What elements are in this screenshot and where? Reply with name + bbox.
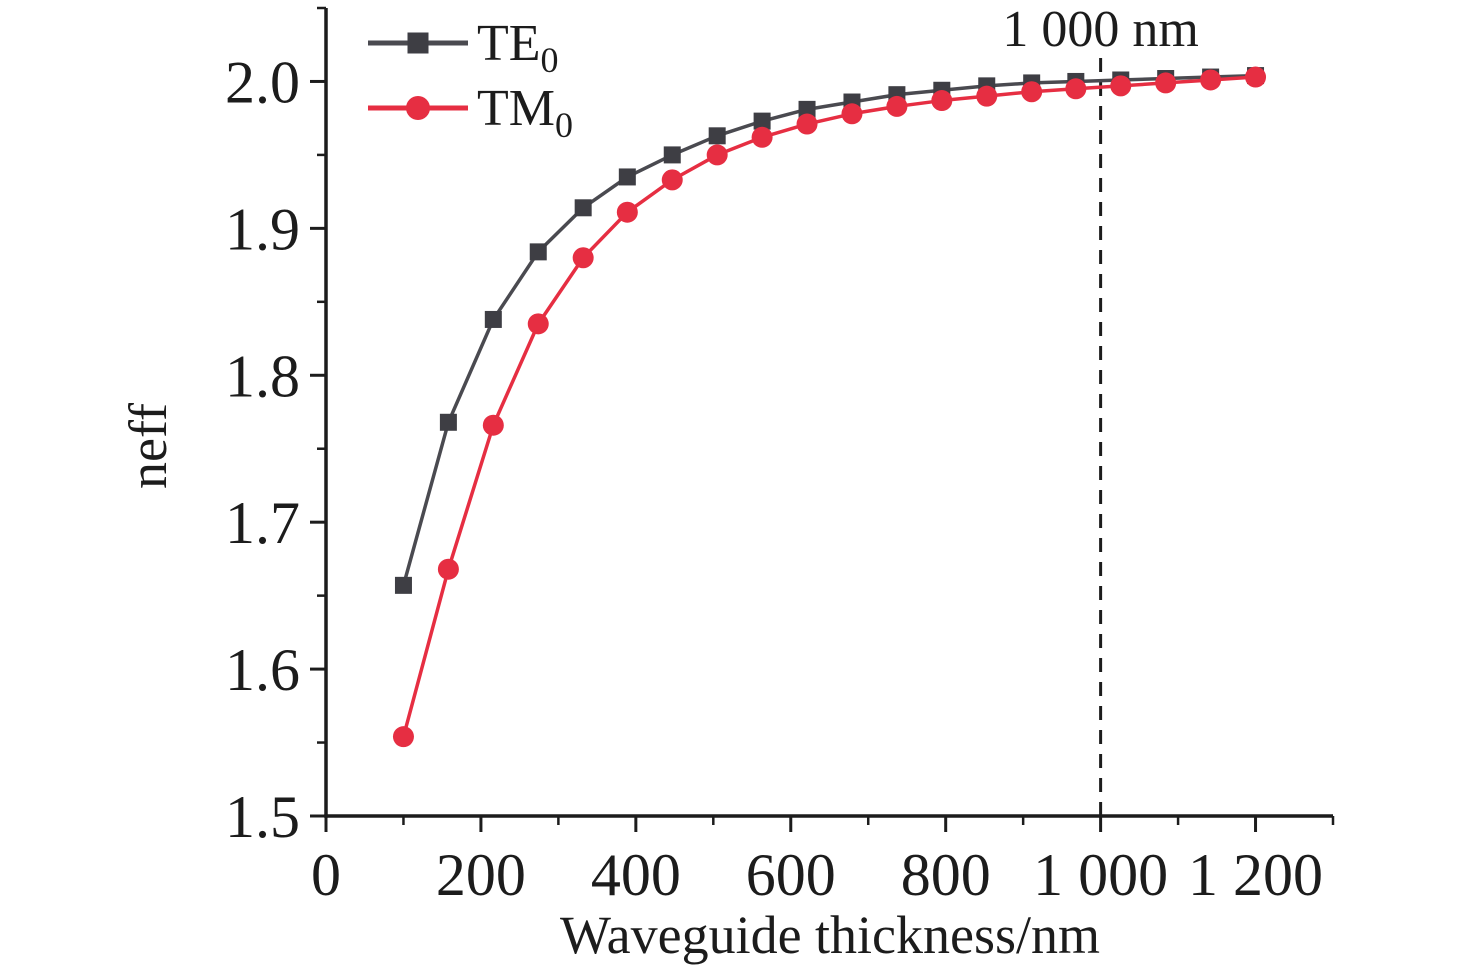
te0-marker (439, 413, 457, 431)
tm0-marker (931, 90, 953, 112)
annotation-label: 1 000 nm (1002, 1, 1198, 58)
te0-marker (753, 112, 771, 130)
y-tick-label: 2.0 (225, 49, 300, 115)
y-tick-labels: 1.5 1.6 1.7 1.8 1.9 2.0 (225, 49, 300, 850)
tm0-marker (1021, 81, 1043, 103)
tm0-marker (706, 144, 728, 166)
y-tick-label: 1.9 (225, 196, 300, 262)
x-tick-labels: 0 200 400 600 800 1 000 1 200 (311, 842, 1323, 908)
tm0-marker (1065, 78, 1087, 100)
tm0-marker (976, 85, 998, 107)
tm0-marker (886, 95, 908, 117)
legend-label: TE0 (477, 15, 559, 80)
tm0-marker (1110, 75, 1132, 97)
te0-marker (529, 243, 547, 261)
legend-square-marker (407, 32, 429, 54)
te0-marker (798, 100, 816, 118)
tm0-marker (751, 126, 773, 148)
x-tick-label: 1 000 (1033, 842, 1168, 908)
x-tick-label: 400 (591, 842, 681, 908)
te0-marker (394, 576, 412, 594)
tm0-marker (392, 726, 414, 748)
x-tick-label: 600 (746, 842, 836, 908)
legend-circle-marker (406, 96, 430, 120)
te0-marker (484, 310, 502, 328)
te0-marker (663, 146, 681, 164)
te0-marker (618, 168, 636, 186)
axes (310, 6, 1335, 832)
x-axis-title: Waveguide thickness/nm (560, 905, 1100, 965)
tm0-marker (661, 169, 683, 191)
data-series-layer (392, 66, 1267, 748)
tm0-marker (1200, 69, 1222, 91)
x-tick-label: 1 200 (1188, 842, 1323, 908)
y-axis-title: neff (118, 403, 178, 489)
y-tick-label: 1.7 (225, 490, 300, 556)
y-tick-label: 1.8 (225, 343, 300, 409)
tm0-marker (841, 103, 863, 125)
tm0-marker (527, 313, 549, 335)
legend-item-te0: TE0 (368, 15, 559, 80)
tm0-marker (1155, 72, 1177, 94)
x-tick-label: 200 (436, 842, 526, 908)
legend-label: TM0 (477, 80, 573, 145)
tm0-marker (1245, 66, 1267, 88)
y-tick-label: 1.6 (225, 637, 300, 703)
legend-item-tm0: TM0 (368, 80, 573, 145)
y-tick-label: 1.5 (225, 784, 300, 850)
tm0-marker (572, 247, 594, 269)
tm0-line (401, 75, 1256, 738)
tm0-marker (616, 201, 638, 223)
te0-marker (574, 199, 592, 217)
x-tick-label: 0 (311, 842, 341, 908)
tm0-marker (796, 113, 818, 135)
te0-marker (708, 127, 726, 145)
x-tick-label: 800 (901, 842, 991, 908)
tm0-marker (437, 558, 459, 580)
tm0-marker (482, 414, 504, 436)
